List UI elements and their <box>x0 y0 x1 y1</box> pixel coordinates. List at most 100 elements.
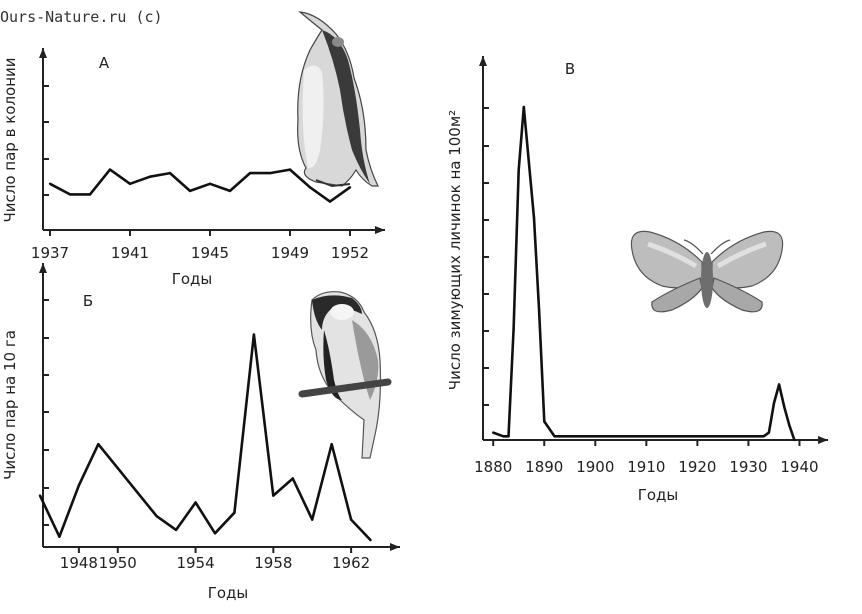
data-point <box>155 514 158 518</box>
x-tick-label: 1958 <box>254 554 292 572</box>
x-tick-label: 1930 <box>729 458 767 476</box>
x-axis-label: Годы <box>638 486 679 504</box>
x-axis-arrow <box>375 226 385 234</box>
y-axis-arrow <box>39 48 47 58</box>
series-line <box>38 333 372 541</box>
data-point <box>252 333 256 336</box>
data-point <box>291 477 294 480</box>
data-point <box>507 435 510 438</box>
watermark: Ours-Nature.ru (c) <box>0 8 163 26</box>
x-tick-label: 1940 <box>780 458 818 476</box>
data-point <box>537 309 541 312</box>
data-point <box>543 420 546 423</box>
data-point <box>288 168 292 171</box>
x-tick-label: 1890 <box>525 458 563 476</box>
data-point <box>128 182 132 185</box>
data-point <box>553 435 556 438</box>
data-point <box>228 189 232 193</box>
chart-panel-c: 1880 1890 1900 1910 1920 1930 1940 Годы Число зи… <box>446 56 828 504</box>
x-axis-label: Годы <box>208 584 249 602</box>
data-point <box>272 494 275 497</box>
data-point <box>492 431 495 434</box>
data-point <box>311 518 314 521</box>
data-point <box>213 532 217 535</box>
data-point <box>88 193 92 196</box>
data-point <box>136 490 139 494</box>
data-point <box>68 193 72 196</box>
data-point <box>619 435 623 438</box>
data-point <box>248 171 252 175</box>
data-point <box>330 443 333 446</box>
x-tick-label: 1954 <box>176 554 214 572</box>
data-point <box>48 182 52 185</box>
data-point <box>108 168 112 171</box>
great-tit-illustration <box>298 291 392 459</box>
data-point <box>517 168 520 172</box>
data-point <box>168 171 172 175</box>
chart-panel-a: 1937 1941 1945 1949 1952 Годы Число пар в коло… <box>1 48 385 288</box>
panel-label: Б <box>83 292 93 310</box>
data-point <box>594 435 597 438</box>
penguin-illustration <box>297 11 379 188</box>
data-point <box>233 511 236 514</box>
x-tick-label: 1937 <box>31 244 69 262</box>
data-point <box>328 200 332 203</box>
y-axis-label: Число зимующих личинок на 100м² <box>446 110 464 390</box>
data-point <box>194 501 197 504</box>
x-tick-label: 1880 <box>474 458 512 476</box>
data-point <box>208 182 212 185</box>
x-tick-label: 1962 <box>332 554 370 572</box>
series-line <box>49 168 351 203</box>
x-tick-label: 1910 <box>627 458 665 476</box>
data-point <box>268 171 272 175</box>
data-point <box>793 438 796 442</box>
x-tick-label: 1945 <box>191 244 229 262</box>
x-axis-label: Годы <box>172 270 213 288</box>
data-point <box>148 175 152 178</box>
data-point <box>645 435 648 438</box>
data-point <box>348 186 352 189</box>
x-tick-label: 1941 <box>111 244 149 262</box>
data-point <box>532 216 536 220</box>
data-point <box>721 435 725 438</box>
data-point <box>77 484 81 487</box>
x-tick-label: 1952 <box>331 244 369 262</box>
data-point <box>512 327 515 331</box>
y-axis-label: Число пар на 10 га <box>1 330 19 480</box>
x-tick-label: 1949 <box>271 244 309 262</box>
y-axis-arrow <box>479 56 487 66</box>
data-point <box>502 435 505 438</box>
x-tick-label: 1948 <box>60 554 98 572</box>
panel-label: А <box>99 54 110 72</box>
data-point <box>777 383 781 386</box>
data-point <box>188 189 192 193</box>
x-tick-label: 1900 <box>576 458 614 476</box>
data-point <box>308 186 312 189</box>
data-point <box>788 424 791 427</box>
x-tick-label: 1920 <box>678 458 716 476</box>
x-axis-arrow <box>818 436 828 444</box>
data-point <box>116 466 119 470</box>
data-point <box>762 435 765 438</box>
chart-panel-b: 1948 1950 1954 1958 1962 Годы Число пар на 10 … <box>1 263 400 602</box>
data-point <box>522 105 526 109</box>
data-point <box>568 435 571 438</box>
x-tick-label: 1950 <box>99 554 137 572</box>
x-axis-arrow <box>390 543 400 551</box>
data-point <box>772 401 776 405</box>
data-point <box>767 431 771 434</box>
data-point <box>58 535 61 538</box>
data-point <box>747 435 750 438</box>
data-point <box>782 405 786 408</box>
y-axis-arrow <box>39 263 47 273</box>
moth-illustration <box>630 230 784 313</box>
data-point <box>670 435 674 438</box>
data-point <box>97 443 100 446</box>
data-point <box>174 528 178 532</box>
panel-label: В <box>565 60 575 78</box>
data-point <box>38 494 42 497</box>
y-axis-label: Число пар в колонии <box>1 57 19 222</box>
data-point <box>349 518 353 521</box>
data-point <box>369 538 372 542</box>
